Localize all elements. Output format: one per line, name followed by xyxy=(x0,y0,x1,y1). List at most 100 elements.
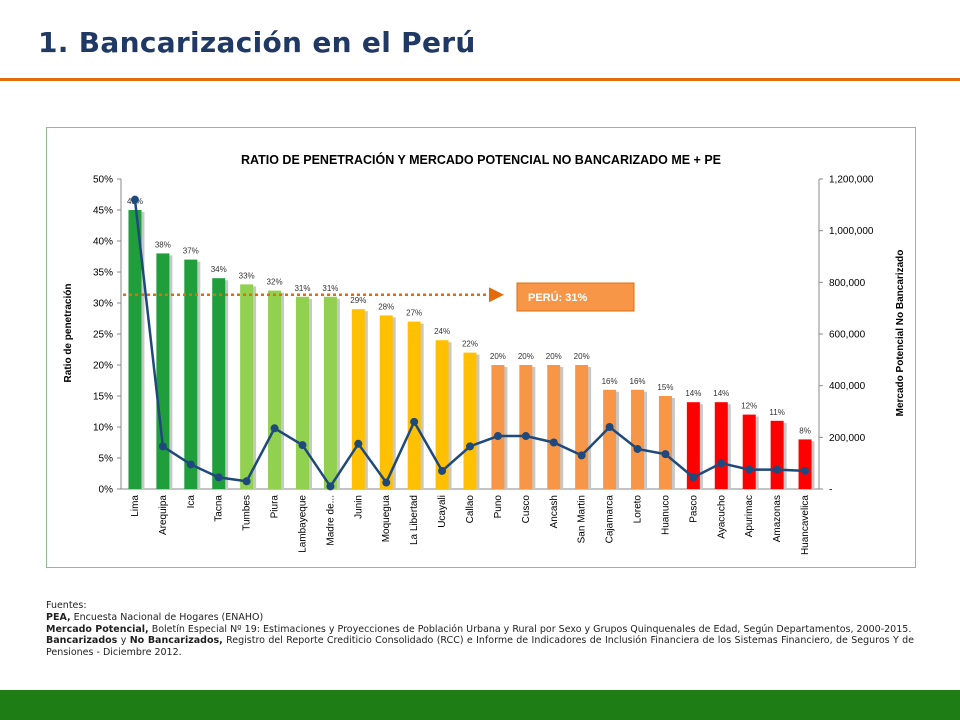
bar xyxy=(686,402,700,489)
source-pea-label: PEA, xyxy=(46,611,71,623)
bar-value-label: 20% xyxy=(574,352,590,361)
bar-value-label: 14% xyxy=(713,389,729,398)
bar-value-label: 31% xyxy=(294,284,310,293)
market-point xyxy=(633,444,642,453)
y-tick-label: 5% xyxy=(99,454,114,465)
source-pea-text: Encuesta Nacional de Hogares (ENAHO) xyxy=(70,611,264,623)
market-point xyxy=(242,477,251,486)
bar xyxy=(770,420,784,489)
bar xyxy=(575,365,589,489)
bar xyxy=(268,290,282,489)
bar-value-label: 12% xyxy=(741,402,757,411)
bar-value-label: 11% xyxy=(769,408,784,417)
market-point xyxy=(214,473,223,482)
bar xyxy=(295,296,309,489)
bar-value-label: 34% xyxy=(211,265,227,274)
y-tick-label: 15% xyxy=(93,392,113,403)
y2-tick-label: 1,000,000 xyxy=(829,226,874,237)
y-tick-label: 20% xyxy=(93,361,113,372)
bar xyxy=(603,389,617,489)
market-point xyxy=(745,465,754,474)
y2-tick-label: 600,000 xyxy=(829,330,866,341)
category-label: Ayacucho xyxy=(716,495,727,539)
category-label: Moquegua xyxy=(381,495,392,543)
y-tick-label: 25% xyxy=(93,330,113,341)
market-point xyxy=(298,441,307,450)
source-mercado-label: Mercado Potencial, xyxy=(46,623,149,635)
sources-block: Fuentes: PEA, Encuesta Nacional de Hogar… xyxy=(46,600,914,659)
bar xyxy=(184,259,198,489)
bars-group: 45%38%37%34%33%32%31%31%29%28%27%24%22%2… xyxy=(127,197,815,489)
bar-value-label: 32% xyxy=(267,278,283,287)
category-label: Tacna xyxy=(214,495,225,522)
category-label: Ancash xyxy=(549,495,560,528)
bar xyxy=(212,278,226,489)
bar-value-label: 22% xyxy=(462,340,478,349)
category-label: Lima xyxy=(130,495,141,517)
y2-tick-label: 200,000 xyxy=(829,433,866,444)
source-banc-label: Bancarizados xyxy=(46,635,118,647)
market-point xyxy=(493,432,502,441)
penetration-chart: RATIO DE PENETRACIÓN Y MERCADO POTENCIAL… xyxy=(63,152,906,555)
category-label: Huanuco xyxy=(660,495,671,535)
bar-value-label: 16% xyxy=(602,377,618,386)
market-point xyxy=(466,442,474,451)
market-point xyxy=(689,473,698,482)
sources-heading: Fuentes: xyxy=(46,600,87,611)
bar-value-label: 29% xyxy=(350,296,366,305)
y-tick-label: 10% xyxy=(93,423,113,434)
source-pea: PEA, Encuesta Nacional de Hogares (ENAHO… xyxy=(46,612,914,624)
market-point xyxy=(438,466,447,475)
axes-group: 0% 5% 10% 15% 20% 25% 30% 35% 40% 45% 50% - 200,000 4… xyxy=(93,175,874,496)
category-label: Tumbes xyxy=(242,495,253,531)
chart-title: RATIO DE PENETRACIÓN Y MERCADO POTENCIAL… xyxy=(241,152,721,167)
market-point xyxy=(717,459,726,468)
market-point xyxy=(326,482,335,491)
bar-value-label: 38% xyxy=(155,240,171,249)
bar xyxy=(631,389,645,489)
page-title: 1. Bancarización en el Perú xyxy=(38,26,476,59)
source-mercado-text: Boletín Especial Nº 19: Estimaciones y P… xyxy=(148,623,912,635)
market-line-group xyxy=(130,195,810,491)
market-point xyxy=(661,450,670,459)
y-tick-label: 50% xyxy=(93,175,113,186)
bar xyxy=(128,210,142,489)
bar-value-label: 14% xyxy=(685,389,701,398)
bar-value-label: 24% xyxy=(434,327,450,336)
market-point xyxy=(577,451,586,460)
reference-group: PERÚ: 31% xyxy=(123,282,635,312)
footer-bar xyxy=(0,690,960,720)
bar-value-label: 28% xyxy=(378,302,394,311)
bar xyxy=(435,340,449,489)
market-point xyxy=(773,465,782,474)
bar-value-label: 37% xyxy=(183,247,199,256)
bar xyxy=(463,352,477,489)
y-tick-label: 0% xyxy=(99,485,114,496)
category-label: San Martin xyxy=(577,495,588,543)
category-label: Cusco xyxy=(521,495,532,524)
y-tick-label: 35% xyxy=(93,268,113,279)
category-label: Lambayeque xyxy=(297,495,308,553)
bar-value-label: 31% xyxy=(322,284,338,293)
market-point xyxy=(521,432,530,441)
y2-tick-label: - xyxy=(829,485,832,496)
bar-value-label: 20% xyxy=(490,352,506,361)
bar xyxy=(798,439,812,489)
category-label: La Libertad xyxy=(409,495,420,545)
market-point xyxy=(382,478,391,487)
category-label: Junin xyxy=(353,495,364,519)
bar xyxy=(658,396,672,489)
market-point xyxy=(186,460,195,469)
source-nobanc-label: No Bancarizados, xyxy=(129,635,223,647)
bar xyxy=(156,253,170,489)
category-label: Amazonas xyxy=(772,495,783,542)
source-banc-text: Registro del Reporte Crediticio Consolid… xyxy=(46,635,915,659)
bar xyxy=(547,365,561,489)
market-point xyxy=(801,466,810,475)
bar-value-label: 20% xyxy=(518,352,534,361)
source-banc-mid: y xyxy=(117,635,130,647)
category-label: Loreto xyxy=(633,495,644,524)
peru-label: PERÚ: 31% xyxy=(528,291,588,304)
bar xyxy=(407,321,421,489)
y-tick-label: 45% xyxy=(93,206,113,217)
